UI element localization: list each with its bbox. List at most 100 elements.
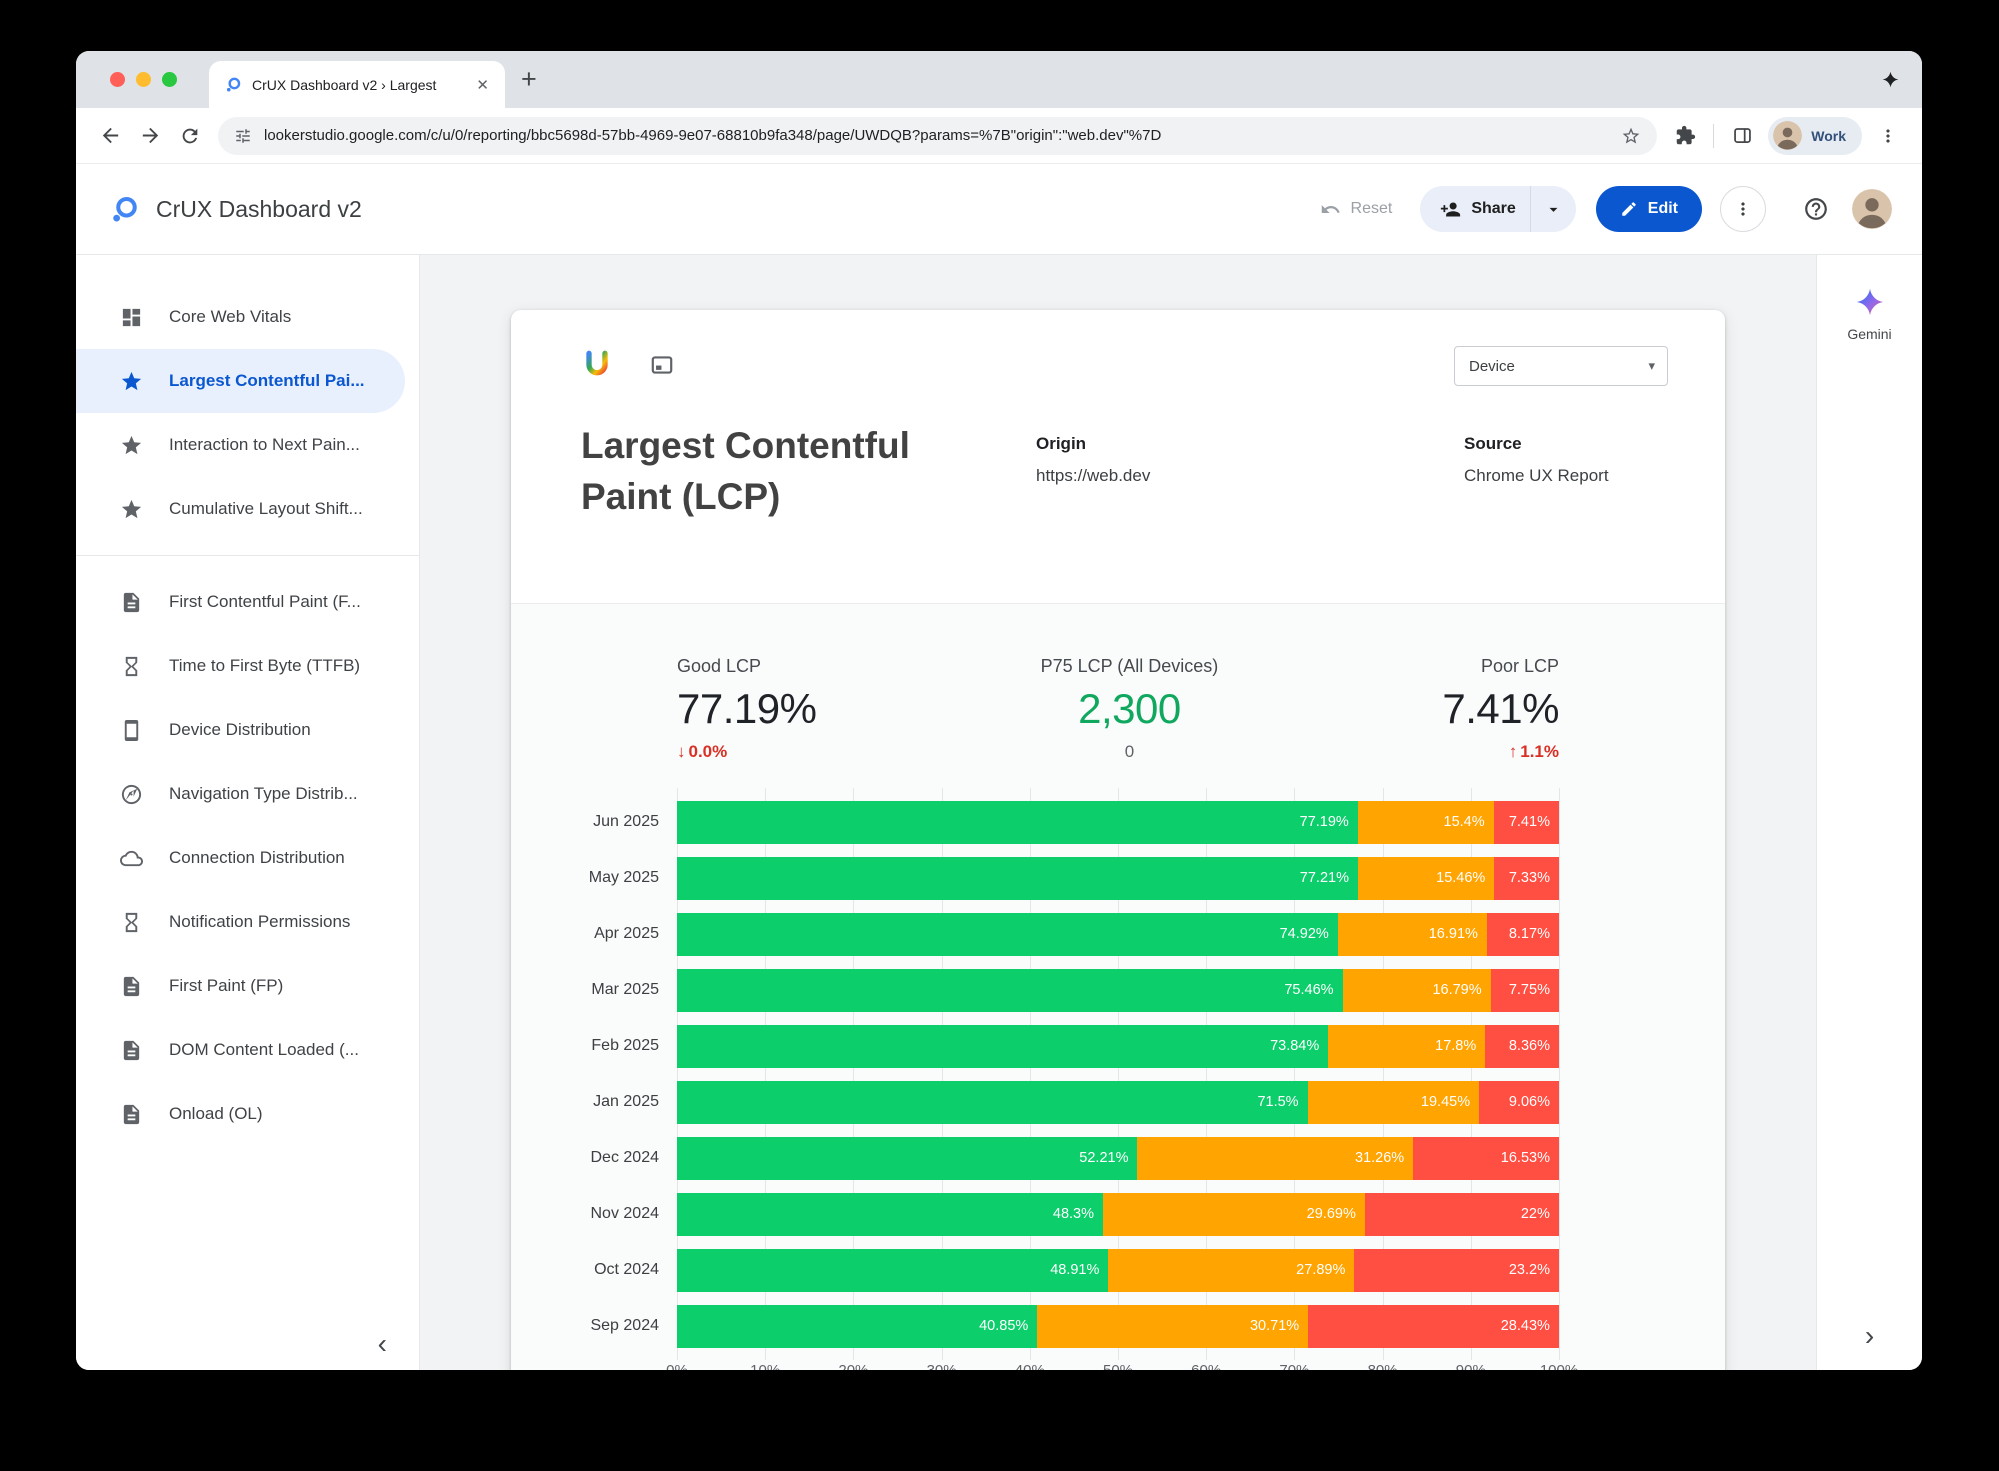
sidebar-item-navigation-type-distrib[interactable]: Navigation Type Distrib... <box>76 762 405 826</box>
bar-segment-good[interactable]: 71.5% <box>677 1080 1308 1124</box>
sidebar-item-cumulative-layout-shift[interactable]: Cumulative Layout Shift... <box>76 477 405 541</box>
bar-segment-needs-improvement[interactable]: 19.45% <box>1307 1080 1480 1124</box>
bar-segment-good[interactable]: 75.46% <box>677 968 1343 1012</box>
star-icon <box>120 434 143 457</box>
sidebar-item-device-distribution[interactable]: Device Distribution <box>76 698 405 762</box>
close-window-button[interactable] <box>110 72 125 87</box>
stacked-bar[interactable]: 48.91% 27.89% 23.2% <box>677 1248 1559 1292</box>
share-dropdown-button[interactable] <box>1529 186 1576 232</box>
chevron-down-icon <box>1549 207 1558 212</box>
sidebar-item-first-contentful-paint-f[interactable]: First Contentful Paint (F... <box>76 570 405 634</box>
sidebar-item-time-to-first-byte-ttfb[interactable]: Time to First Byte (TTFB) <box>76 634 405 698</box>
sparkle-icon[interactable] <box>1881 70 1900 89</box>
bar-segment-poor[interactable]: 22% <box>1364 1192 1559 1236</box>
gemini-icon[interactable] <box>1855 287 1885 317</box>
sidebar-item-largest-contentful-pai[interactable]: Largest Contentful Pai... <box>76 349 405 413</box>
share-button[interactable]: Share <box>1420 186 1576 232</box>
stacked-bar[interactable]: 75.46% 16.79% 7.75% <box>677 968 1559 1012</box>
segment-value-label: 7.33% <box>1508 870 1550 886</box>
bar-segment-poor[interactable]: 7.41% <box>1493 800 1559 844</box>
bar-segment-poor[interactable]: 8.36% <box>1485 1024 1559 1068</box>
bar-segment-needs-improvement[interactable]: 27.89% <box>1108 1248 1355 1292</box>
bar-segment-needs-improvement[interactable]: 15.46% <box>1357 856 1495 900</box>
stacked-bar[interactable]: 73.84% 17.8% 8.36% <box>677 1024 1559 1068</box>
p75-lcp-scorecard[interactable]: P75 LCP (All Devices) 2,300 0 <box>1041 656 1219 762</box>
sidebar-item-connection-distribution[interactable]: Connection Distribution <box>76 826 405 890</box>
browser-menu-button[interactable] <box>1868 116 1908 156</box>
stacked-bar[interactable]: 52.21% 31.26% 16.53% <box>677 1136 1559 1180</box>
stacked-bar[interactable]: 40.85% 30.71% 28.43% <box>677 1304 1559 1348</box>
url-text[interactable]: lookerstudio.google.com/c/u/0/reporting/… <box>264 127 1162 144</box>
person-add-icon <box>1441 202 1461 216</box>
reset-label: Reset <box>1350 200 1393 217</box>
collapse-sidebar-button[interactable]: ‹ <box>377 1328 387 1359</box>
bar-segment-poor[interactable]: 16.53% <box>1413 1136 1559 1180</box>
forward-button[interactable] <box>130 116 170 156</box>
row-label: Jun 2025 <box>593 813 659 830</box>
sidebar-item-dom-content-loaded[interactable]: DOM Content Loaded (... <box>76 1018 405 1082</box>
report-card-body: Good LCP 77.19% ↓ 0.0% P75 LCP (All Devi… <box>511 603 1725 1370</box>
bar-segment-poor[interactable]: 9.06% <box>1479 1080 1559 1124</box>
side-panel-button[interactable] <box>1722 116 1762 156</box>
stacked-bar[interactable]: 71.5% 19.45% 9.06% <box>677 1080 1559 1124</box>
extensions-button[interactable] <box>1665 116 1705 156</box>
sidebar-item-notification-permissions[interactable]: Notification Permissions <box>76 890 405 954</box>
segment-value-label: 28.43% <box>1500 1318 1550 1334</box>
stacked-bar[interactable]: 77.21% 15.46% 7.33% <box>677 856 1559 900</box>
reset-button[interactable]: Reset <box>1320 199 1393 220</box>
site-settings-icon[interactable] <box>234 127 252 145</box>
bookmark-star-icon[interactable] <box>1621 126 1641 146</box>
bar-segment-poor[interactable]: 7.75% <box>1490 968 1559 1012</box>
chart-row-sep-2024: Sep 2024 40.85% 30.71% 28.43% <box>511 1298 1725 1354</box>
bar-segment-needs-improvement[interactable]: 15.4% <box>1357 800 1494 844</box>
bar-segment-good[interactable]: 48.3% <box>677 1192 1103 1236</box>
bar-segment-needs-improvement[interactable]: 16.91% <box>1337 912 1487 956</box>
zoom-window-button[interactable] <box>162 72 177 87</box>
profile-name: Work <box>1811 127 1846 144</box>
bar-segment-good[interactable]: 77.19% <box>677 800 1358 844</box>
edit-button[interactable]: Edit <box>1595 186 1702 232</box>
bar-segment-needs-improvement[interactable]: 30.71% <box>1037 1304 1309 1348</box>
bar-segment-good[interactable]: 48.91% <box>677 1248 1109 1292</box>
segment-value-label: 19.45% <box>1420 1094 1471 1110</box>
bar-segment-needs-improvement[interactable]: 31.26% <box>1137 1136 1414 1180</box>
expand-panel-button[interactable]: › <box>1864 1320 1875 1351</box>
bar-segment-needs-improvement[interactable]: 17.8% <box>1328 1024 1486 1068</box>
device-filter-dropdown[interactable]: Device ▾ <box>1454 346 1668 386</box>
address-bar[interactable]: lookerstudio.google.com/c/u/0/reporting/… <box>218 116 1658 155</box>
browser-tab[interactable]: CrUX Dashboard v2 › Largest ✕ <box>209 61 505 108</box>
bar-segment-needs-improvement[interactable]: 16.79% <box>1342 968 1491 1012</box>
good-lcp-scorecard[interactable]: Good LCP 77.19% ↓ 0.0% <box>677 656 817 762</box>
row-label: Feb 2025 <box>591 1037 659 1054</box>
report-menu-button[interactable] <box>1720 186 1766 232</box>
app-title: CrUX Dashboard v2 <box>156 195 362 222</box>
stacked-bar[interactable]: 74.92% 16.91% 8.17% <box>677 912 1559 956</box>
minimize-window-button[interactable] <box>136 72 151 87</box>
bar-segment-good[interactable]: 74.92% <box>677 912 1338 956</box>
bar-segment-good[interactable]: 40.85% <box>677 1304 1038 1348</box>
bar-segment-poor[interactable]: 7.33% <box>1494 856 1559 900</box>
stacked-bar[interactable]: 48.3% 29.69% 22% <box>677 1192 1559 1236</box>
reload-button[interactable] <box>170 116 210 156</box>
sidebar-item-core-web-vitals[interactable]: Core Web Vitals <box>76 285 405 349</box>
bar-segment-good[interactable]: 73.84% <box>677 1024 1329 1068</box>
help-button[interactable] <box>1796 189 1836 229</box>
bar-segment-needs-improvement[interactable]: 29.69% <box>1103 1192 1365 1236</box>
good-lcp-label: Good LCP <box>677 656 762 676</box>
new-tab-button[interactable]: + <box>521 64 537 94</box>
bar-segment-poor[interactable]: 8.17% <box>1486 912 1559 956</box>
sidebar-item-first-paint-fp[interactable]: First Paint (FP) <box>76 954 405 1018</box>
poor-lcp-label: Poor LCP <box>1480 656 1559 676</box>
tab-close-icon[interactable]: ✕ <box>476 76 489 94</box>
bar-segment-good[interactable]: 77.21% <box>677 856 1358 900</box>
stacked-bar[interactable]: 77.19% 15.4% 7.41% <box>677 800 1559 844</box>
browser-profile-chip[interactable]: Work <box>1768 116 1862 155</box>
sidebar-item-interaction-to-next-pain[interactable]: Interaction to Next Pain... <box>76 413 405 477</box>
sidebar-item-onload-ol[interactable]: Onload (OL) <box>76 1082 405 1146</box>
poor-lcp-scorecard[interactable]: Poor LCP 7.41% ↑ 1.1% <box>1442 656 1559 762</box>
account-avatar[interactable] <box>1852 189 1892 229</box>
bar-segment-good[interactable]: 52.21% <box>677 1136 1138 1180</box>
bar-segment-poor[interactable]: 28.43% <box>1308 1304 1559 1348</box>
bar-segment-poor[interactable]: 23.2% <box>1354 1248 1559 1292</box>
back-button[interactable] <box>90 116 130 156</box>
